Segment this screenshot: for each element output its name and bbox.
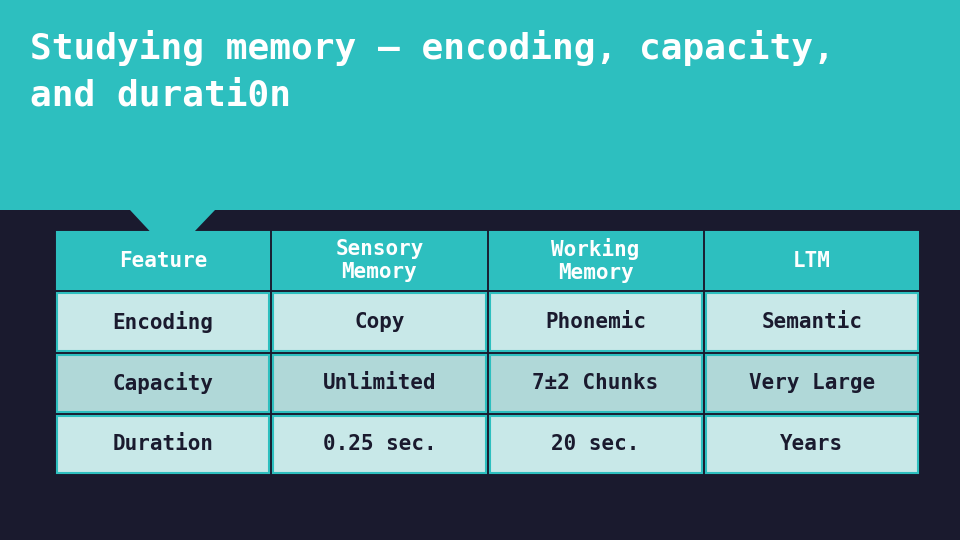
FancyBboxPatch shape xyxy=(706,354,918,411)
FancyBboxPatch shape xyxy=(57,416,269,473)
FancyBboxPatch shape xyxy=(490,416,702,473)
FancyBboxPatch shape xyxy=(274,293,486,350)
FancyBboxPatch shape xyxy=(274,354,486,411)
Text: Capacity: Capacity xyxy=(112,372,214,394)
FancyBboxPatch shape xyxy=(274,232,486,289)
Text: Studying memory – encoding, capacity,: Studying memory – encoding, capacity, xyxy=(30,30,835,66)
Text: and durati0n: and durati0n xyxy=(30,78,291,112)
Text: Unlimited: Unlimited xyxy=(323,373,436,393)
Text: Sensory
Memory: Sensory Memory xyxy=(335,239,423,282)
Text: Very Large: Very Large xyxy=(749,373,875,393)
FancyBboxPatch shape xyxy=(0,0,960,210)
Text: Copy: Copy xyxy=(354,312,404,332)
Text: LTM: LTM xyxy=(793,251,830,271)
Text: Phonemic: Phonemic xyxy=(545,312,646,332)
Text: Semantic: Semantic xyxy=(761,312,862,332)
Text: Encoding: Encoding xyxy=(112,311,214,333)
Text: 7±2 Chunks: 7±2 Chunks xyxy=(533,373,659,393)
FancyBboxPatch shape xyxy=(274,416,486,473)
FancyBboxPatch shape xyxy=(706,416,918,473)
Text: 0.25 sec.: 0.25 sec. xyxy=(323,434,436,454)
FancyBboxPatch shape xyxy=(706,232,918,289)
FancyBboxPatch shape xyxy=(57,232,269,289)
FancyBboxPatch shape xyxy=(57,354,269,411)
FancyBboxPatch shape xyxy=(706,293,918,350)
FancyBboxPatch shape xyxy=(57,293,269,350)
Text: 20 sec.: 20 sec. xyxy=(551,434,639,454)
Polygon shape xyxy=(130,210,215,255)
FancyBboxPatch shape xyxy=(490,354,702,411)
Text: Years: Years xyxy=(780,434,844,454)
Text: Feature: Feature xyxy=(119,251,207,271)
FancyBboxPatch shape xyxy=(490,232,702,289)
Text: Duration: Duration xyxy=(112,434,214,454)
FancyBboxPatch shape xyxy=(490,293,702,350)
Text: Working
Memory: Working Memory xyxy=(551,238,639,283)
